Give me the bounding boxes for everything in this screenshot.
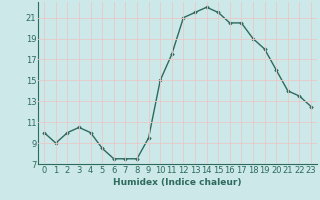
X-axis label: Humidex (Indice chaleur): Humidex (Indice chaleur) xyxy=(113,178,242,187)
